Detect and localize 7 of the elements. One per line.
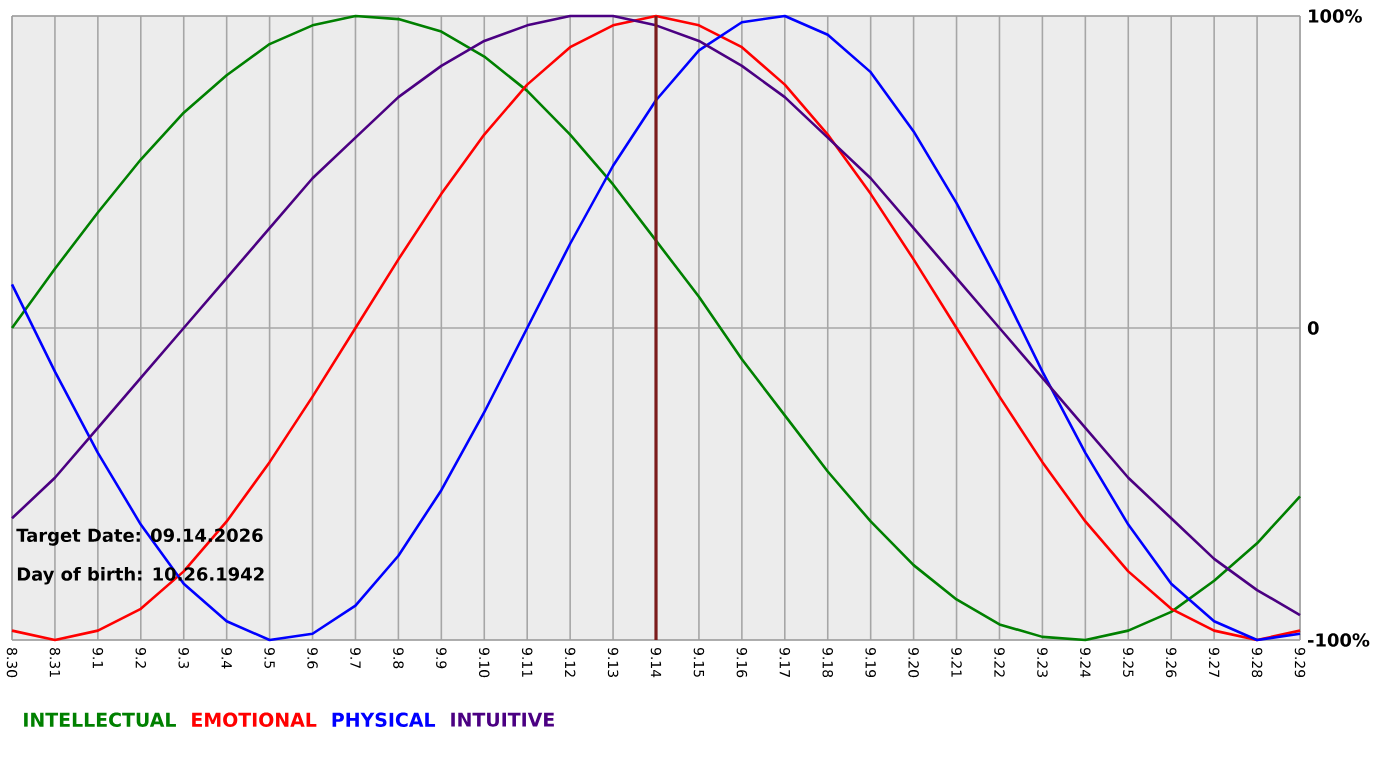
text: PHYSICAL <box>332 712 436 727</box>
text: EMOTIONAL <box>192 712 317 727</box>
y-tick-label: 100% <box>1309 9 1362 23</box>
text: INTELLECTUAL <box>24 712 176 727</box>
y-tick-label: -100% <box>1308 633 1370 647</box>
y-tick-label: 0 <box>1307 321 1319 335</box>
text: INTUITIVE <box>451 712 554 727</box>
